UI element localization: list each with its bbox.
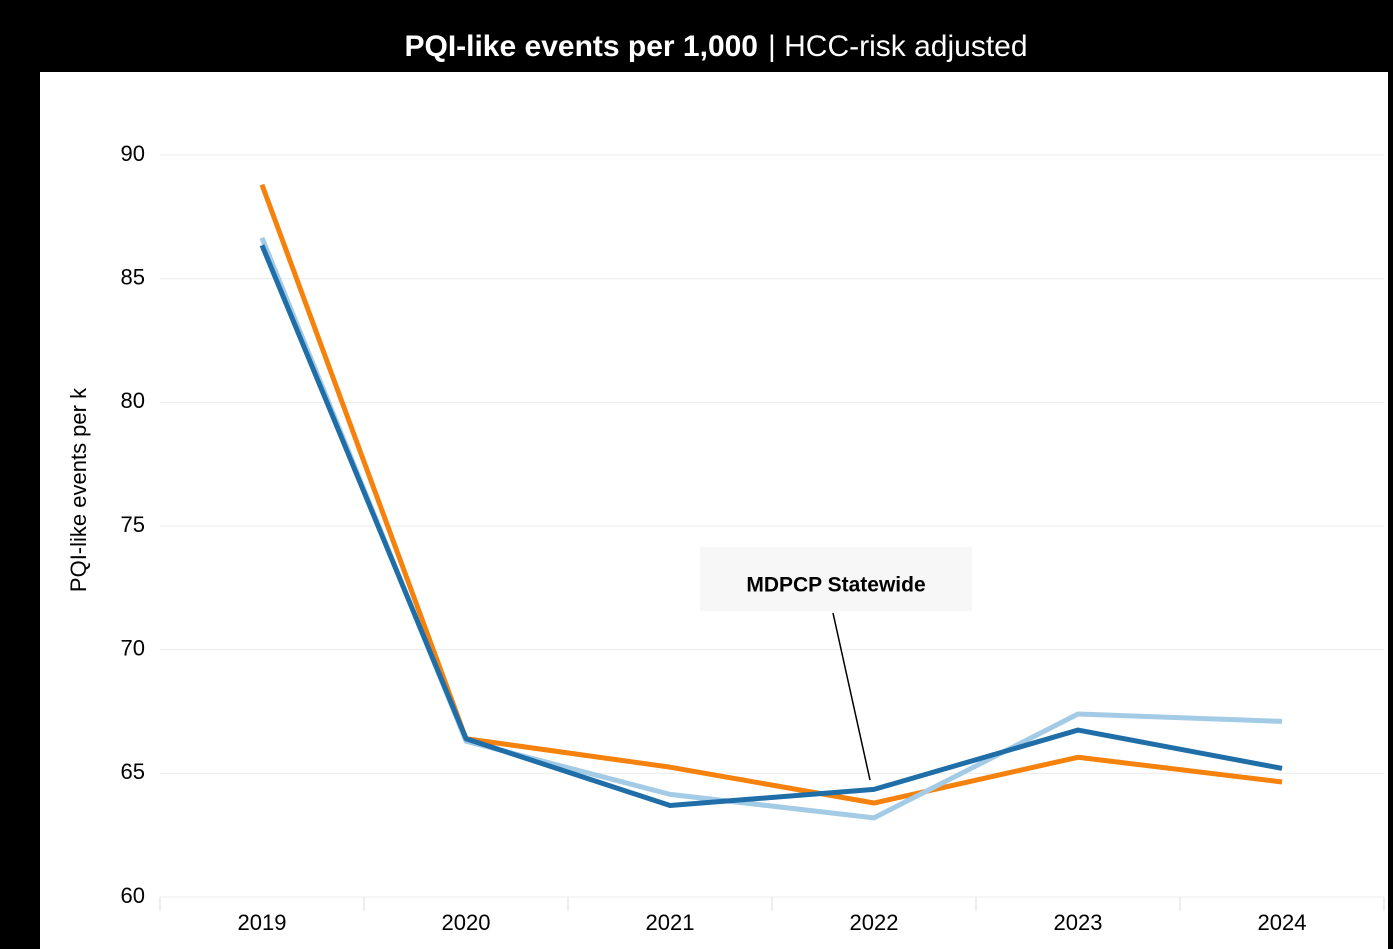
right-border	[1388, 0, 1393, 949]
y-tick-label: 70	[121, 635, 145, 660]
y-tick-label: 80	[121, 388, 145, 413]
y-tick-label: 60	[121, 883, 145, 908]
y-tick-label: 85	[121, 264, 145, 289]
x-tick-label: 2021	[646, 910, 695, 935]
left-border	[0, 0, 40, 949]
annotation-pointer	[832, 612, 871, 781]
chart-subtitle: | HCC-risk adjusted	[768, 30, 1028, 63]
title-bar	[0, 0, 1393, 72]
chart-title: PQI-like events per 1,000	[404, 30, 758, 63]
y-tick-label: 75	[121, 512, 145, 537]
y-axis-label: PQI-like events per k	[66, 387, 91, 592]
series-line	[259, 244, 1283, 808]
x-tick-label: 2019	[238, 910, 287, 935]
x-tick-label: 2023	[1054, 910, 1103, 935]
annotation: MDPCP Statewide	[746, 574, 925, 597]
series-line	[259, 236, 1283, 821]
chart-title-group: PQI-like events per 1,000 | HCC-risk adju…	[404, 30, 1027, 63]
series-line	[259, 183, 1283, 806]
y-tick-label: 90	[121, 141, 145, 166]
x-tick-label: 2022	[850, 910, 899, 935]
grid	[159, 154, 1385, 911]
x-tick-label: 2024	[1258, 910, 1307, 935]
annotation-box	[700, 547, 972, 611]
x-tick-label: 2020	[442, 910, 491, 935]
y-tick-label: 65	[121, 759, 145, 784]
lines	[259, 183, 1283, 821]
